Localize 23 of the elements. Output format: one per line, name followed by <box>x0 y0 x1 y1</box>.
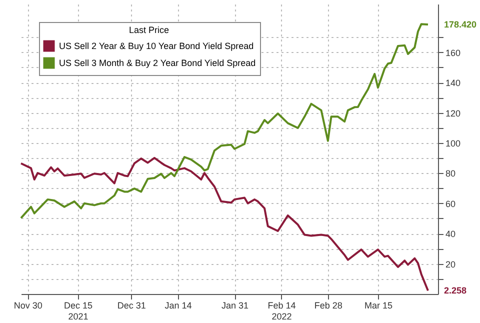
x-tick-label: Jan 31 <box>221 300 249 310</box>
y-tick-label: 80 <box>446 168 456 179</box>
y-tick-label: 120 <box>446 108 461 118</box>
y-tick-label: 60 <box>446 198 456 209</box>
y-tick-label: 20 <box>446 259 456 270</box>
y-tick-label: 160 <box>446 48 461 58</box>
x-tick-label: Feb 28 <box>314 300 342 310</box>
x-tick-label: Dec 15 2021 <box>64 300 92 322</box>
x-tick-label: Mar 15 <box>364 300 392 310</box>
data-label: 178.420 <box>444 20 477 30</box>
y-tick-label: 100 <box>446 138 461 148</box>
y-tick-label: 40 <box>446 229 456 240</box>
x-tick-label: Dec 31 <box>117 300 146 310</box>
legend-title: Last Price <box>128 25 170 35</box>
line-series <box>20 23 429 220</box>
y-tick-label: 140 <box>446 78 461 88</box>
x-tick-label: Nov 30 <box>14 300 42 310</box>
line-series <box>20 156 429 292</box>
x-tick-label: Feb 14 2022 <box>268 300 296 322</box>
data-label: 2.258 <box>444 286 467 296</box>
legend-label: US Sell 2 Year & Buy 10 Year Bond Yield Spread <box>59 41 254 51</box>
legend-label: US Sell 3 Month & Buy 2 Year Bond Yield Spread <box>59 58 256 68</box>
x-tick-label: Jan 14 <box>164 300 192 310</box>
